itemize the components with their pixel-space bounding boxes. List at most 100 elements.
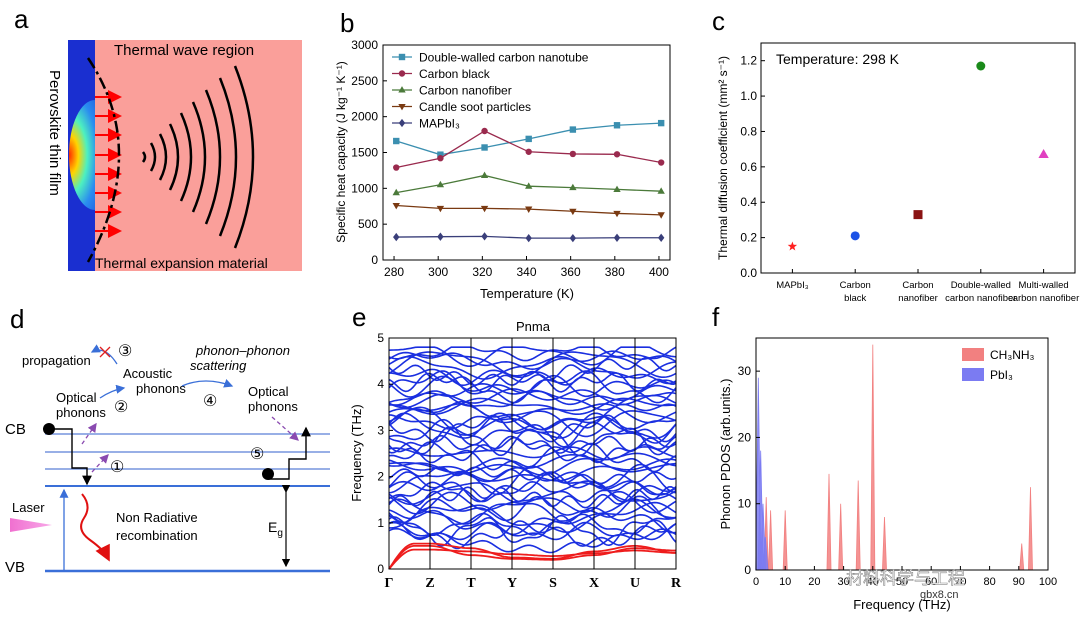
panel-letter-c: c xyxy=(712,6,725,36)
chart-b-point xyxy=(437,232,444,241)
chart-f-xtick-label: 60 xyxy=(925,576,937,588)
chart-b-point xyxy=(569,208,577,216)
chart-f-pdos-peak xyxy=(826,473,832,571)
chart-f-pdos-peak xyxy=(768,510,774,571)
chart-b-xtick-label: 340 xyxy=(516,265,536,279)
chart-b-ytick-label: 3000 xyxy=(351,38,378,52)
chart-b-point xyxy=(657,119,665,127)
chart-b-ytick-label: 2000 xyxy=(351,110,378,124)
chart-b-point xyxy=(657,187,665,194)
step-4: ④ xyxy=(203,393,217,410)
chart-e-ytick-label: 1 xyxy=(377,516,384,530)
chart-e: Γ Z T Y S X U R 0 1 2 3 4 5 Pnma Frequency (THz) xyxy=(349,319,682,591)
chart-b-point xyxy=(613,210,621,218)
chart-c-xtick-label: black xyxy=(844,293,866,304)
chart-b-point xyxy=(525,148,532,155)
chart-f-xtick-label: 0 xyxy=(753,576,759,588)
chart-e-optical-band xyxy=(388,512,677,536)
chart-e-optical-band xyxy=(388,370,677,404)
chart-f-legend-swatch xyxy=(962,348,984,361)
chart-b-xlabel: Temperature (K) xyxy=(480,286,574,301)
chart-c-xtick-label: carbon nanofiber xyxy=(945,293,1016,304)
chart-e-optical-band xyxy=(388,346,677,362)
panel-letter-b: b xyxy=(340,8,354,38)
chart-f-xtick-label: 50 xyxy=(896,576,908,588)
chart-f-xtick-label: 40 xyxy=(867,576,879,588)
chart-f-pdos-peak xyxy=(838,503,844,571)
chart-e-optical-band xyxy=(388,480,677,503)
chart-b-legend-marker xyxy=(398,53,406,61)
chart-e-ytick-label: 2 xyxy=(377,470,384,484)
chart-b-xtick-label: 300 xyxy=(428,265,448,279)
chart-b-ytick-label: 0 xyxy=(371,253,378,267)
chart-e-acoustic-band xyxy=(388,548,676,570)
chart-c-xtick-label: Multi-walled xyxy=(1019,280,1069,291)
chart-b-xtick-label: 280 xyxy=(384,265,404,279)
chart-b-point xyxy=(657,159,665,166)
non-radiative-line2: recombination xyxy=(116,528,198,543)
chart-b-legend-marker xyxy=(398,70,406,77)
chart-c-ylabel: Thermal diffusion coefficient (mm² s⁻¹) xyxy=(716,56,730,260)
panel-letter-e: e xyxy=(352,302,366,332)
chart-f-pdos-peak xyxy=(782,510,788,571)
chart-f-xtick-label: 70 xyxy=(954,576,966,588)
chart-b-point xyxy=(480,171,489,178)
panel-letter-f: f xyxy=(712,302,720,332)
chart-c-ytick-label: 1.2 xyxy=(740,54,757,68)
chart-c-point xyxy=(850,231,860,241)
chart-b-point xyxy=(569,150,577,158)
blocked-cross xyxy=(99,346,111,358)
scattering-arrow xyxy=(181,379,234,388)
chart-e-ylabel: Frequency (THz) xyxy=(349,404,364,502)
bandgap-subscript: g xyxy=(277,528,283,539)
chart-c-ytick-label: 0.0 xyxy=(740,266,757,280)
chart-b-xtick-label: 400 xyxy=(649,265,669,279)
chart-b-point xyxy=(481,127,488,135)
chart-b-point xyxy=(613,185,621,192)
chart-c-xtick-label: Double-walled xyxy=(951,280,1011,291)
chart-e-ytick-label: 0 xyxy=(377,562,384,576)
optical-to-acoustic-arrow xyxy=(99,384,126,399)
chart-e-acoustic-band xyxy=(388,545,676,570)
chart-e-ytick-label: 3 xyxy=(377,423,384,437)
chart-c-xtick-label: Carbon xyxy=(902,280,933,291)
chart-b-legend-label: Carbon nanofiber xyxy=(419,84,512,98)
non-radiative-arrow xyxy=(80,493,110,562)
acoustic-phonons-line2: phonons xyxy=(136,381,186,396)
chart-b-point xyxy=(525,182,533,189)
watermark-sub: gbx8.cn xyxy=(920,589,959,601)
optical-phonons-left-line2: phonons xyxy=(56,405,106,420)
chart-c-xtick-label: Carbon xyxy=(840,280,871,291)
chart-f-pdos-peak xyxy=(882,516,887,571)
chart-e-kpoint-label: Γ xyxy=(385,576,394,591)
chart-b-ytick-label: 2500 xyxy=(351,74,378,88)
chart-c-ytick-label: 1.0 xyxy=(740,89,757,103)
chart-c-xtick-label: carbon nanofiber xyxy=(1008,293,1079,304)
non-radiative-line1: Non Radiative xyxy=(116,510,198,525)
electron-relaxation-path xyxy=(49,428,92,486)
chart-b-point xyxy=(393,164,400,171)
chart-b-point xyxy=(657,212,665,219)
chart-f: 0 10 20 30 40 50 60 70 80 90 100 0 10 20 30 CH₃NH₃ PbI₃… xyxy=(718,337,1057,612)
chart-b-point xyxy=(393,137,400,145)
chart-e-optical-band xyxy=(388,351,677,378)
step-1: ① xyxy=(110,459,124,476)
chart-c-point xyxy=(787,241,798,251)
chart-e-title: Pnma xyxy=(516,319,551,334)
thermal-expansion-material-label: Thermal expansion material xyxy=(95,255,268,271)
chart-f-ytick-label: 30 xyxy=(738,364,752,378)
chart-f-xtick-label: 10 xyxy=(779,576,791,588)
chart-f-pdos-peak xyxy=(1019,543,1025,571)
chart-b-legend-marker xyxy=(398,103,406,111)
chart-b-xtick-label: 380 xyxy=(605,265,625,279)
chart-b-point xyxy=(481,144,488,151)
chart-b-ytick-label: 500 xyxy=(358,217,378,231)
chart-f-xtick-label: 30 xyxy=(837,576,849,588)
chart-e-kpoint-label: R xyxy=(671,576,682,591)
chart-b-point xyxy=(613,151,621,158)
chart-f-pdos-peak xyxy=(870,344,876,571)
laser-beam xyxy=(10,518,52,532)
emission-left-2 xyxy=(91,454,109,473)
chart-e-ytick-label: 5 xyxy=(377,331,384,345)
chart-b-point xyxy=(436,180,445,188)
